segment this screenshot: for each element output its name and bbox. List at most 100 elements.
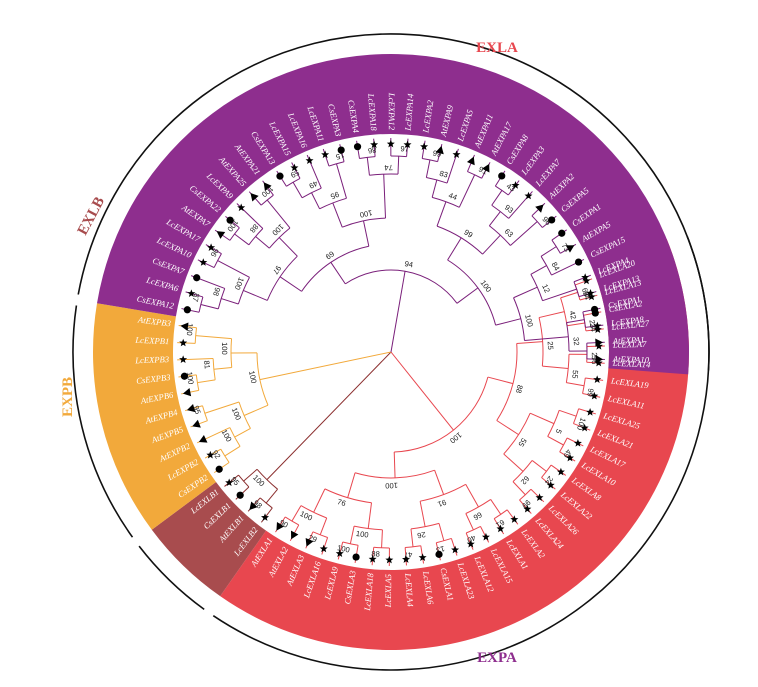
branch-segment: [513, 286, 538, 299]
branch-segment: [363, 220, 370, 247]
bootstrap-value: 95: [191, 404, 202, 415]
at-marker-icon: [595, 354, 604, 364]
bootstrap-value: 27: [590, 352, 599, 361]
bootstrap-value: 56: [590, 356, 599, 365]
branch-segment: [243, 289, 268, 301]
lc-marker-icon: [187, 289, 196, 297]
lc-marker-icon: [481, 532, 490, 541]
branch-segment: [421, 140, 426, 159]
at-marker-icon: [263, 182, 272, 191]
clade-arc-expa: [77, 33, 710, 371]
bootstrap-value: 12: [540, 283, 552, 294]
lc-marker-icon: [225, 478, 234, 487]
lc-marker-icon: [335, 549, 344, 557]
at-marker-icon: [186, 404, 196, 413]
branch-segment: [234, 428, 251, 438]
branch-segment: [366, 157, 370, 176]
branch-segment: [529, 412, 555, 425]
bootstrap-value: 100: [185, 371, 196, 385]
branch-segment: [540, 246, 557, 257]
leaf-label: AtEXPA1: [611, 334, 644, 345]
branch-segment: [367, 502, 373, 529]
clade-label-expb: EXPB: [60, 377, 76, 417]
lc-marker-icon: [556, 467, 565, 476]
branch-segment: [530, 488, 545, 503]
bootstrap-value: 88: [514, 384, 525, 394]
bootstrap-value: 62: [519, 474, 531, 486]
lc-marker-icon: [581, 273, 590, 281]
at-marker-icon: [249, 501, 258, 510]
bootstrap-value: 55: [516, 436, 528, 448]
branch-segment: [510, 221, 538, 246]
at-marker-icon: [535, 204, 544, 213]
branch-segment: [550, 464, 567, 476]
branch-segment: [524, 336, 569, 342]
branch-segment: [330, 262, 346, 285]
lc-marker-icon: [573, 439, 582, 447]
lc-marker-icon: [565, 453, 574, 462]
branch-segment: [319, 517, 328, 535]
branch-arc: [447, 259, 497, 326]
root-branch: [259, 351, 392, 381]
leaf-label: LcEXPA18: [366, 92, 379, 131]
at-marker-icon: [198, 435, 208, 443]
bootstrap-value: 55: [570, 370, 580, 379]
bootstrap-value: 100: [359, 208, 373, 219]
bootstrap-value: 32: [571, 337, 581, 346]
bootstrap-value: 97: [400, 144, 409, 153]
branch-segment: [495, 318, 521, 326]
tree-branches: [177, 137, 605, 566]
branch-segment: [566, 322, 585, 327]
branch-segment: [419, 501, 426, 527]
branch-segment: [585, 377, 604, 381]
outer-clade-arcs: [72, 33, 710, 671]
branch-segment: [541, 477, 556, 490]
clade-label-exla: EXLA: [476, 40, 518, 56]
leaf-label: LcEXPA14: [403, 93, 416, 132]
lc-marker-icon: [496, 524, 505, 533]
cs-marker-icon: [574, 258, 583, 266]
branch-segment: [559, 451, 576, 462]
bootstrap-value: 69: [324, 249, 336, 261]
cs-marker-icon: [215, 465, 223, 473]
branch-segment: [503, 453, 524, 472]
leaf-label: LcEXLA4: [403, 572, 416, 608]
branch-segment: [332, 202, 343, 228]
leaf-label: LcEXLA5: [383, 573, 393, 608]
branch-arc: [436, 225, 483, 255]
leaf-label: AtEXPA10: [612, 354, 650, 365]
branch-segment: [531, 460, 547, 472]
at-marker-icon: [435, 145, 444, 155]
branch-segment: [381, 529, 383, 548]
branch-segment: [538, 311, 565, 319]
lc-marker-icon: [370, 140, 379, 149]
leaf-label: CsEXPB3: [136, 372, 171, 386]
lc-marker-icon: [319, 544, 328, 553]
lc-marker-icon: [261, 513, 270, 521]
leaf-label: LcEXPB1: [134, 335, 169, 347]
lc-marker-icon: [305, 156, 314, 165]
branch-segment: [213, 366, 232, 370]
branch-segment: [447, 237, 462, 261]
cs-marker-icon: [337, 146, 345, 154]
bootstrap-value: 73: [560, 241, 572, 253]
bootstrap-value: 100: [385, 481, 398, 490]
lc-marker-icon: [466, 539, 475, 548]
cs-marker-icon: [193, 274, 201, 282]
branch-segment: [311, 192, 321, 210]
branch-segment: [491, 190, 503, 206]
branch-segment: [279, 276, 302, 292]
lc-marker-icon: [179, 355, 188, 364]
branch-segment: [243, 468, 258, 482]
root-branch: [390, 351, 454, 431]
cs-marker-icon: [353, 143, 362, 151]
bootstrap-value: 49: [561, 448, 573, 460]
bootstrap-value: 94: [581, 290, 592, 301]
bootstrap-value: 99: [585, 388, 595, 398]
branch-segment: [197, 379, 216, 384]
cs-marker-icon: [226, 216, 234, 224]
bootstrap-labels: 9424425699552510049524996255886140661347…: [185, 144, 599, 559]
branch-segment: [200, 304, 219, 310]
branch-segment: [205, 244, 222, 255]
lc-marker-icon: [586, 289, 595, 297]
